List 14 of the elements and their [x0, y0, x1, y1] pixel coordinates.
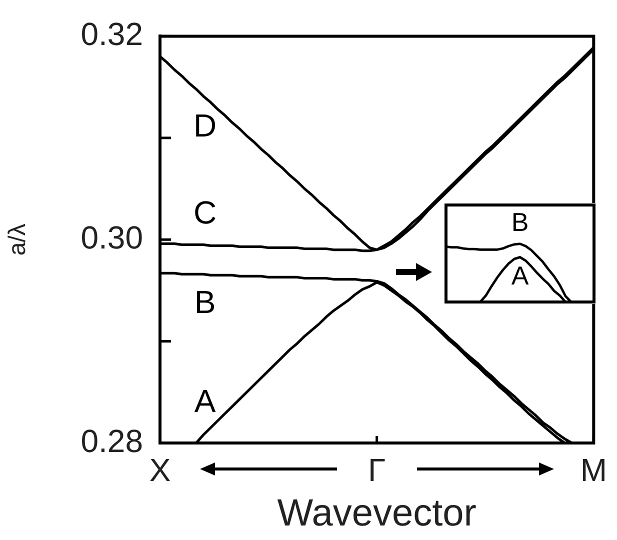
y-tick-label: 0.30 [80, 219, 143, 256]
series-label: A [194, 383, 216, 420]
x-tick-label: Γ [368, 452, 386, 488]
x-axis-title: Wavevector [277, 492, 477, 535]
series-label: A [511, 260, 530, 290]
y-tick-label: 0.28 [80, 422, 143, 459]
y-axis-title: a/λ [4, 224, 32, 256]
series-label: C [193, 194, 217, 231]
series-label: D [193, 107, 217, 144]
series-label: B [511, 206, 529, 237]
series-label: B [194, 284, 216, 320]
x-tick-label: M [580, 452, 607, 488]
y-tick-label: 0.32 [80, 16, 143, 52]
x-tick-label: X [149, 452, 171, 488]
